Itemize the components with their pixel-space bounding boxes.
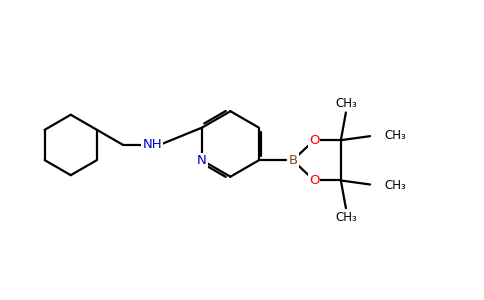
Text: CH₃: CH₃	[384, 178, 406, 191]
Text: CH₃: CH₃	[384, 129, 406, 142]
Text: O: O	[309, 174, 319, 187]
Text: O: O	[309, 134, 319, 147]
Text: CH₃: CH₃	[335, 211, 357, 224]
Text: B: B	[288, 154, 298, 167]
Text: NH: NH	[142, 139, 162, 152]
Text: CH₃: CH₃	[335, 97, 357, 110]
Text: N: N	[197, 154, 207, 167]
